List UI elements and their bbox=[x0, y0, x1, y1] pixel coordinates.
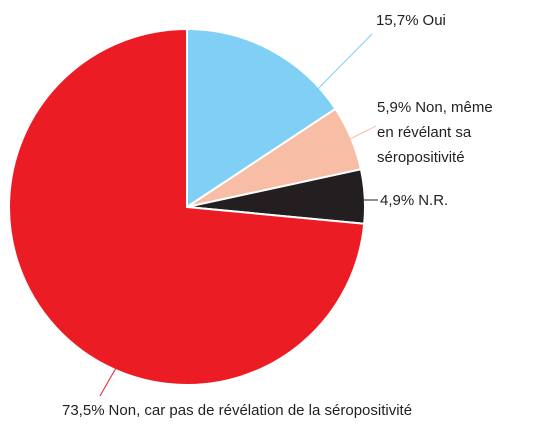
slice-label: 15,7% Oui bbox=[376, 8, 446, 33]
category-label: Non, car pas de révélation de la séropos… bbox=[108, 402, 413, 419]
category-label: Non, même en révélant sa séropositivité bbox=[377, 99, 493, 166]
leader-line bbox=[347, 125, 377, 141]
category-label: Oui bbox=[422, 12, 446, 29]
pie-slice bbox=[186, 27, 337, 209]
slice-label: 4,9% N.R. bbox=[380, 188, 448, 213]
leader-line bbox=[309, 33, 373, 98]
pie-slice bbox=[8, 27, 366, 386]
slice-label: 73,5% Non, car pas de révélation de la sé… bbox=[62, 398, 412, 423]
leader-line bbox=[99, 367, 117, 397]
value-label: 73,5% bbox=[62, 402, 105, 419]
category-label: N.R. bbox=[418, 192, 449, 209]
value-label: 15,7% bbox=[376, 12, 419, 29]
value-label: 4,9% bbox=[380, 192, 415, 209]
value-label: 5,9% bbox=[377, 99, 412, 116]
slice-label: 5,9% Non, même en révélant sa séropositiv… bbox=[377, 95, 499, 170]
